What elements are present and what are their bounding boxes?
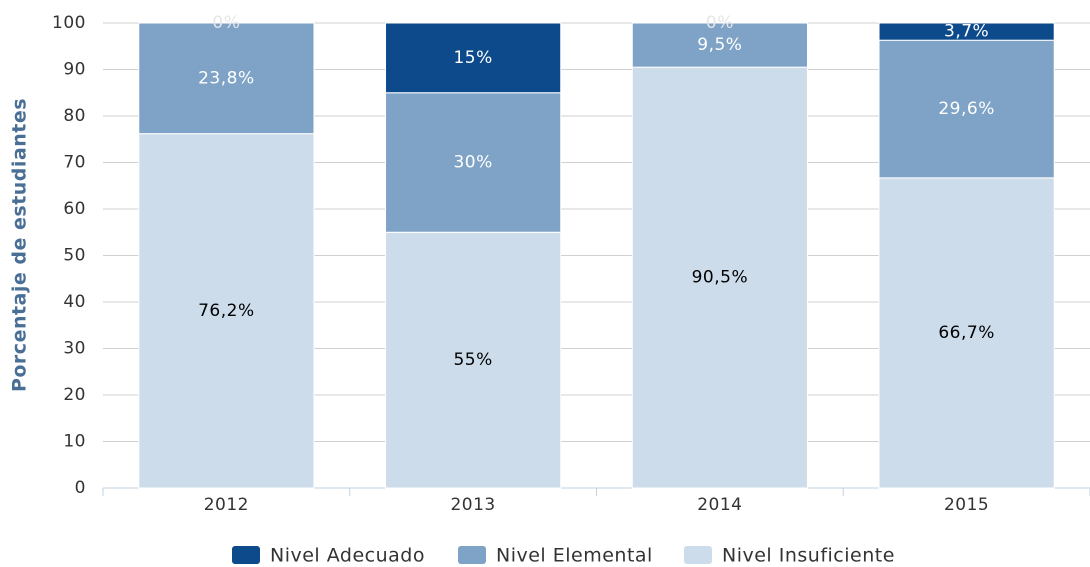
bar-segment [385, 231, 562, 489]
data-label: 30% [453, 153, 492, 173]
data-label: 76,2% [198, 301, 255, 321]
legend-label: Nivel Elemental [496, 545, 653, 567]
bar-segment [878, 177, 1055, 489]
bar-segment [631, 66, 808, 489]
y-tick-label: 40 [63, 292, 86, 312]
legend-swatch [232, 546, 260, 564]
y-tick-label: 80 [63, 106, 86, 126]
y-tick-label: 10 [63, 432, 86, 452]
data-label: 55% [453, 350, 492, 370]
y-tick-label: 90 [63, 60, 86, 80]
y-tick-label: 0 [75, 478, 86, 498]
legend-swatch [684, 546, 712, 564]
bar-segment [878, 39, 1055, 179]
y-tick-label: 100 [52, 13, 86, 33]
data-label: 90,5% [692, 268, 749, 288]
data-label: 23,8% [198, 68, 255, 88]
data-label: 0% [212, 13, 240, 33]
y-axis-label: Porcentaje de estudiantes [9, 98, 31, 392]
data-label: 15% [453, 48, 492, 68]
y-tick-label: 60 [63, 199, 86, 219]
y-tick-label: 70 [63, 153, 86, 173]
data-label: 3,7% [944, 22, 989, 42]
bar-segment [385, 22, 562, 94]
data-label: 9,5% [697, 35, 742, 55]
x-tick-label: 2015 [944, 495, 989, 515]
bar-segment [631, 22, 808, 68]
x-tick-label: 2013 [450, 495, 495, 515]
x-tick-label: 2012 [204, 495, 249, 515]
bar-segment [385, 92, 562, 233]
data-label: 29,6% [938, 99, 995, 119]
bar-segment [138, 133, 315, 489]
bar-segment [878, 22, 1055, 41]
y-tick-label: 20 [63, 385, 86, 405]
data-label: 66,7% [938, 323, 995, 343]
legend-swatch [458, 546, 486, 564]
bar-segment [138, 22, 315, 135]
legend-label: Nivel Insuficiente [722, 545, 895, 567]
y-tick-label: 30 [63, 339, 86, 359]
legend-label: Nivel Adecuado [270, 545, 425, 567]
x-tick-label: 2014 [697, 495, 742, 515]
y-tick-label: 50 [63, 246, 86, 266]
data-label: 0% [706, 13, 734, 33]
